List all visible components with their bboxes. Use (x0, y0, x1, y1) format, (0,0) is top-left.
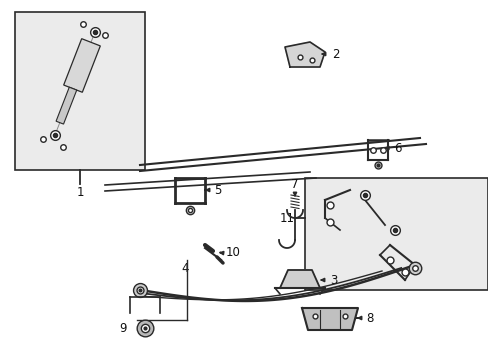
Text: 2: 2 (331, 48, 339, 60)
Text: 11: 11 (279, 212, 294, 225)
Text: 3: 3 (329, 274, 337, 287)
Text: 1: 1 (76, 185, 83, 198)
Text: 8: 8 (366, 311, 373, 324)
Text: 4: 4 (181, 261, 188, 274)
Text: 9: 9 (119, 321, 126, 334)
Text: 7: 7 (291, 177, 298, 190)
Polygon shape (56, 87, 77, 124)
Text: 5: 5 (214, 184, 221, 197)
Polygon shape (63, 39, 100, 92)
Text: 10: 10 (225, 247, 240, 260)
Bar (305, 178, 487, 290)
Polygon shape (285, 42, 325, 67)
Bar (15, 12, 145, 170)
Polygon shape (302, 308, 357, 330)
Polygon shape (280, 270, 319, 288)
Text: 6: 6 (393, 141, 401, 154)
